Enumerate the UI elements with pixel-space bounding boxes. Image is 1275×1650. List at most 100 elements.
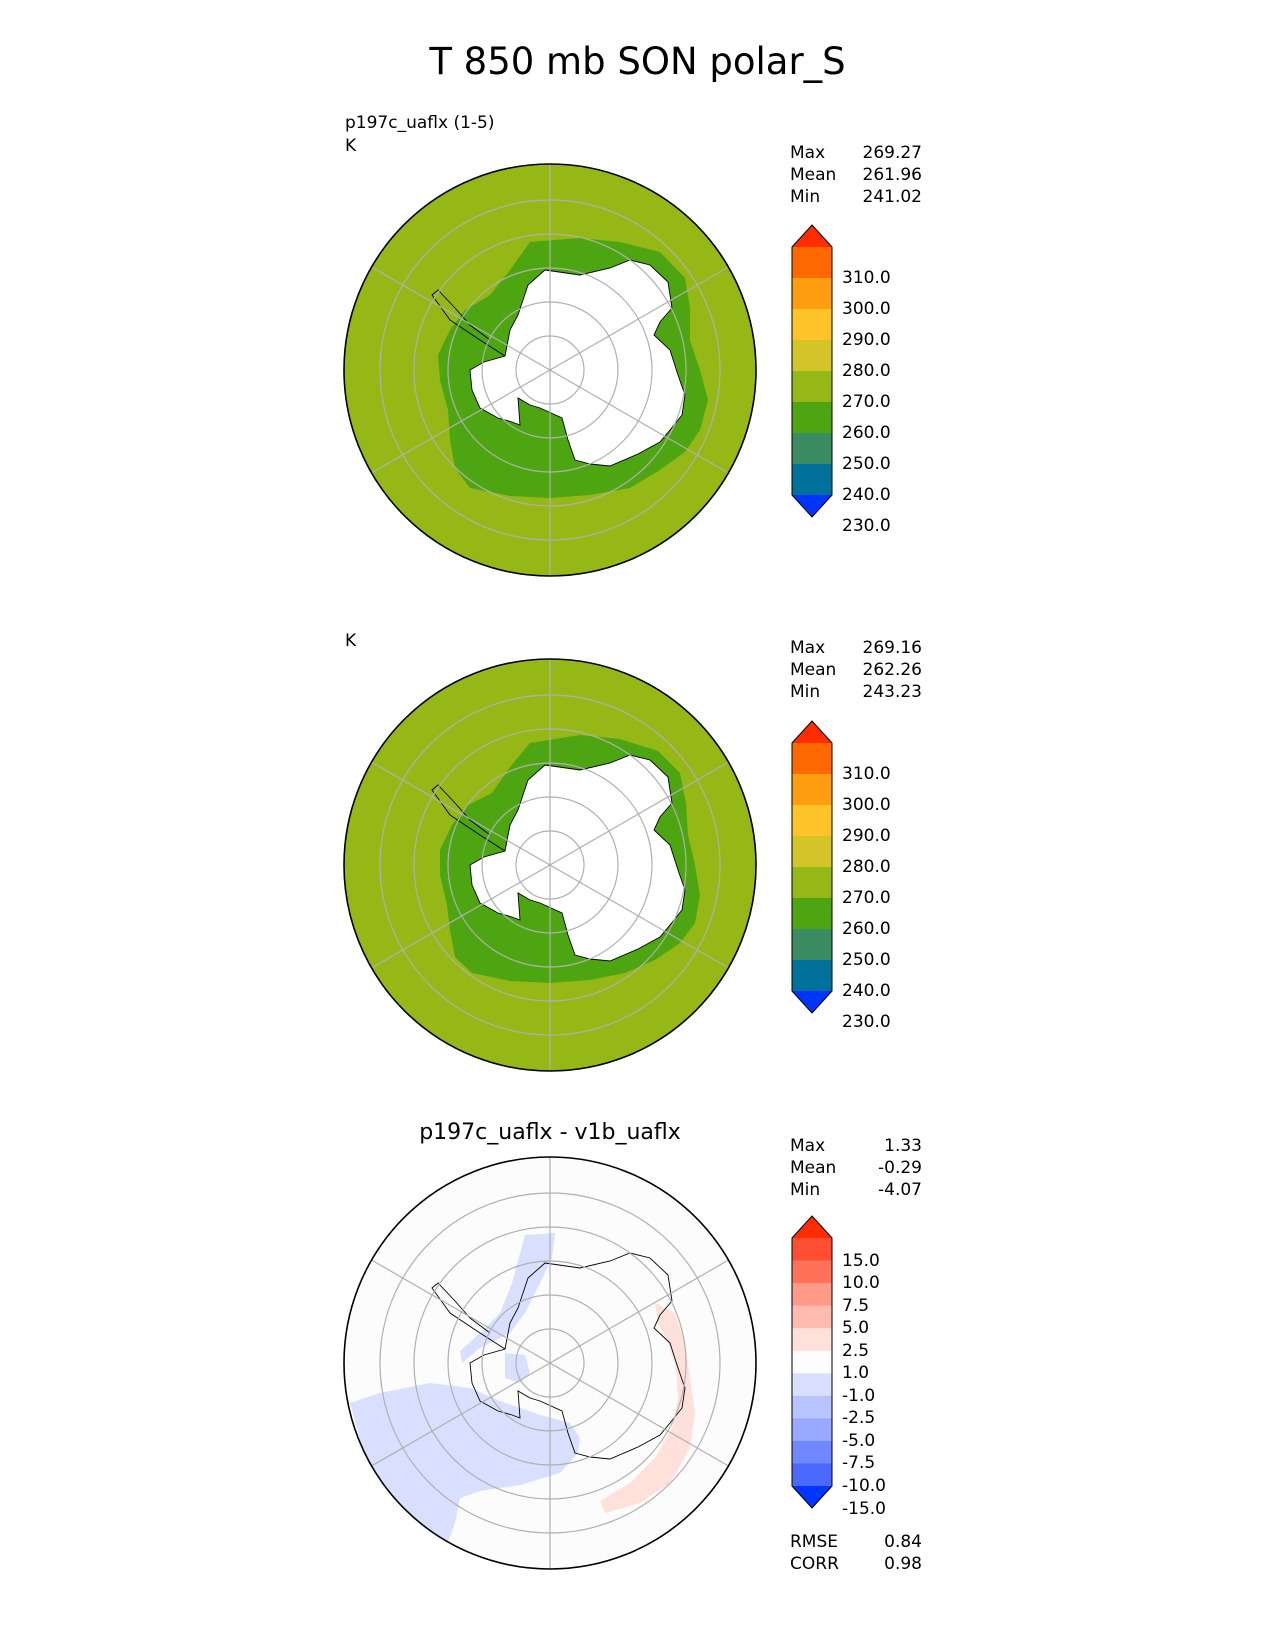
colorbar-extend-min	[792, 1486, 832, 1508]
panel-1-stat-mean-value: 261.96	[862, 165, 922, 185]
colorbar-tick-label: -10.0	[842, 1476, 886, 1496]
colorbar-tick-label: 1.0	[842, 1363, 870, 1384]
colorbar-tick-label: 5.0	[842, 1318, 870, 1339]
panel-1-colorbar	[791, 224, 833, 518]
panel-3-title: p197c_uaflx - v1b_uaflx	[419, 1120, 681, 1145]
colorbar-tick-label: 7.5	[842, 1295, 870, 1316]
colorbar-segment	[792, 278, 832, 310]
colorbar-extend-max	[792, 1216, 832, 1238]
panel-1-case-label: p197c_uaflx (1-5)	[345, 113, 495, 133]
colorbar-segment	[792, 898, 832, 930]
colorbar-segment	[792, 1305, 832, 1329]
colorbar-segment	[792, 960, 832, 992]
panel-3-stat-min-value: -4.07	[878, 1180, 922, 1200]
colorbar-extend-min	[792, 495, 832, 517]
colorbar-tick-label: 280.0	[842, 361, 891, 381]
colorbar-tick-label: 270.0	[842, 392, 891, 412]
panel-3-stat-mean-label: Mean	[790, 1158, 837, 1178]
panel-2-stat-max-label: Max	[790, 638, 826, 658]
figure-title: T 850 mb SON polar_S	[429, 40, 846, 83]
panel-2-polar-map	[343, 658, 757, 1072]
colorbar-tick-label: 250.0	[842, 454, 891, 474]
panel-3-corr-label: CORR	[790, 1554, 839, 1574]
panel-2-graticule	[367, 659, 733, 1071]
panel-1-stat-max-label: Max	[790, 143, 826, 163]
panel-3-stat-max-label: Max	[790, 1136, 826, 1156]
panel-2-stat-mean-value: 262.26	[862, 660, 922, 680]
colorbar-segment	[792, 867, 832, 899]
colorbar-outline	[791, 1215, 833, 1509]
colorbar-segment	[792, 1463, 832, 1487]
colorbar-segment	[792, 836, 832, 868]
panel-2-stat-min-value: 243.23	[862, 682, 922, 702]
panel-2-colorbar	[791, 720, 833, 1014]
colorbar-segment	[792, 1440, 832, 1464]
colorbar-segment	[792, 1373, 832, 1397]
panel-3-colorbar	[791, 1215, 833, 1509]
colorbar-tick-label: 290.0	[842, 826, 891, 846]
panel-3-polar-map	[343, 1156, 757, 1570]
colorbar-segment	[792, 743, 832, 775]
colorbar-tick-label: 290.0	[842, 330, 891, 350]
panel-3-negative-region-small	[505, 1353, 530, 1383]
panel-1-stat-max-value: 269.27	[862, 143, 922, 163]
panel-1-antarctica-land	[470, 260, 685, 466]
colorbar-outline	[791, 224, 833, 518]
panel-2-colorbar-labels: 310.0 300.0 290.0 280.0 270.0 260.0 250.0 240.0…	[842, 718, 922, 1032]
panel-1-stat-min-value: 241.02	[862, 187, 922, 207]
panel-3-colorbar-labels: 15.0 10.0 7.5 5.0 2.5 1.0 -1.0 -2.5 -5.0 -7.5 -10.…	[842, 1213, 922, 1519]
panel-3-stat-min-label: Min	[790, 1180, 821, 1200]
colorbar-tick-label: 310.0	[842, 268, 891, 288]
panel-1-colorbar-labels: 310.0 300.0 290.0 280.0 270.0 260.0 250.0 240.0…	[842, 222, 922, 536]
colorbar-tick-label: 10.0	[842, 1273, 880, 1294]
colorbar-segment	[792, 402, 832, 434]
panel-3-positive-region-east	[600, 1303, 695, 1513]
panel-3-negative-region-peninsula	[460, 1233, 555, 1363]
panel-1-stat-mean-label: Mean	[790, 165, 837, 185]
panel-3-rmse-label: RMSE	[790, 1532, 839, 1552]
colorbar-tick-label: 300.0	[842, 795, 891, 815]
panel-1-units: K	[345, 136, 357, 156]
colorbar-segment	[792, 1260, 832, 1284]
colorbar-tick-label: 280.0	[842, 857, 891, 877]
panel-2-stat-max-value: 269.16	[862, 638, 922, 658]
colorbar-outline	[791, 720, 833, 1014]
panel-3-map-border	[343, 1156, 757, 1570]
colorbar-tick-label: 300.0	[842, 299, 891, 319]
colorbar-tick-label: 230.0	[842, 516, 891, 536]
colorbar-tick-label: 230.0	[842, 1012, 891, 1032]
colorbar-tick-label: -1.0	[842, 1385, 876, 1406]
colorbar-extend-min	[792, 991, 832, 1013]
panel-2-stat-min-label: Min	[790, 682, 821, 702]
colorbar-segment	[792, 464, 832, 496]
colorbar-segment	[792, 1238, 832, 1262]
colorbar-tick-label: -5.0	[842, 1430, 876, 1451]
colorbar-segment	[792, 340, 832, 372]
colorbar-tick-label: 260.0	[842, 919, 891, 939]
colorbar-segment	[792, 1328, 832, 1352]
colorbar-segment	[792, 433, 832, 465]
panel-2-stat-mean-label: Mean	[790, 660, 837, 680]
colorbar-tick-label: 270.0	[842, 888, 891, 908]
colorbar-segment	[792, 1283, 832, 1307]
colorbar-extend-max	[792, 721, 832, 743]
panel-2-map-border	[343, 658, 757, 1072]
colorbar-segment	[792, 371, 832, 403]
panel-2-antarctica-land	[470, 755, 685, 961]
colorbar-tick-label: 2.5	[842, 1340, 870, 1361]
colorbar-segment	[792, 805, 832, 837]
colorbar-segment	[792, 247, 832, 279]
panel-3-graticule	[367, 1157, 733, 1569]
colorbar-tick-label: -15.0	[842, 1498, 886, 1519]
panel-1-polar-map	[343, 163, 757, 577]
panel-2-units: K	[345, 631, 357, 651]
colorbar-tick-label: -2.5	[842, 1408, 876, 1429]
colorbar-tick-label: 250.0	[842, 950, 891, 970]
colorbar-tick-label: 15.0	[842, 1250, 880, 1271]
panel-3-stat-max-value: 1.33	[884, 1136, 922, 1156]
colorbar-segment	[792, 1395, 832, 1419]
colorbar-segment	[792, 309, 832, 341]
colorbar-tick-label: 260.0	[842, 423, 891, 443]
colorbar-tick-label: 240.0	[842, 981, 891, 1001]
panel-3-rmse-value: 0.84	[884, 1532, 922, 1552]
